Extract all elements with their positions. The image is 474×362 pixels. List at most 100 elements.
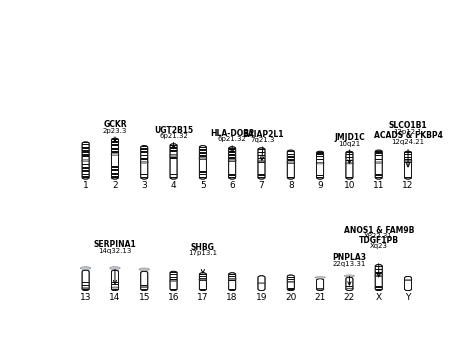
Bar xyxy=(170,145,177,146)
FancyBboxPatch shape xyxy=(170,144,177,179)
Bar xyxy=(375,162,382,163)
Bar xyxy=(112,173,118,174)
Bar xyxy=(288,177,294,178)
Text: BAIAP2L1: BAIAP2L1 xyxy=(242,130,284,139)
Ellipse shape xyxy=(199,157,207,159)
Bar xyxy=(258,155,265,156)
Bar xyxy=(82,177,89,178)
Bar xyxy=(288,279,294,280)
Text: 18: 18 xyxy=(227,293,238,302)
Bar xyxy=(112,282,118,283)
Bar xyxy=(82,144,89,145)
Bar xyxy=(112,151,118,153)
FancyBboxPatch shape xyxy=(287,275,294,291)
Ellipse shape xyxy=(374,162,383,163)
Bar xyxy=(112,148,118,150)
Ellipse shape xyxy=(199,279,207,280)
Bar xyxy=(229,157,236,159)
Bar xyxy=(405,177,411,178)
Text: TDGF1PB: TDGF1PB xyxy=(359,236,399,244)
Bar xyxy=(229,160,236,162)
Text: 9: 9 xyxy=(317,181,323,190)
Text: HLA-DOB2: HLA-DOB2 xyxy=(210,129,255,138)
Ellipse shape xyxy=(111,287,119,288)
Text: 2: 2 xyxy=(112,181,118,190)
Text: 12p12.1: 12p12.1 xyxy=(393,129,422,135)
FancyBboxPatch shape xyxy=(375,265,382,291)
Bar xyxy=(346,288,353,289)
Text: 11: 11 xyxy=(373,181,384,190)
Ellipse shape xyxy=(111,153,119,156)
Ellipse shape xyxy=(82,287,90,289)
Bar xyxy=(288,288,294,289)
Bar xyxy=(170,177,177,178)
Bar xyxy=(375,155,382,156)
Bar xyxy=(82,151,89,153)
Bar xyxy=(317,288,323,289)
Ellipse shape xyxy=(346,288,354,289)
Bar xyxy=(141,148,147,150)
Text: 22q13.31: 22q13.31 xyxy=(333,261,366,267)
Bar xyxy=(405,279,411,281)
Bar xyxy=(170,274,177,275)
Bar xyxy=(229,276,236,277)
Bar xyxy=(170,157,177,159)
Ellipse shape xyxy=(170,155,178,156)
Bar xyxy=(112,144,118,146)
Bar xyxy=(112,141,118,143)
Bar xyxy=(112,285,118,286)
Bar xyxy=(82,173,89,175)
Bar xyxy=(375,174,382,176)
Bar xyxy=(375,289,382,290)
Text: 3: 3 xyxy=(141,181,147,190)
Bar xyxy=(346,163,353,164)
Ellipse shape xyxy=(316,163,324,164)
Bar xyxy=(288,277,294,278)
Bar xyxy=(258,177,265,178)
Ellipse shape xyxy=(81,267,91,270)
Bar xyxy=(170,151,177,152)
Bar xyxy=(82,142,89,143)
Bar xyxy=(317,153,323,155)
Bar xyxy=(346,160,353,161)
Text: 21: 21 xyxy=(314,293,326,302)
Bar xyxy=(200,289,206,290)
Bar xyxy=(317,152,323,153)
Bar xyxy=(229,288,236,289)
Bar xyxy=(288,159,294,161)
Bar xyxy=(317,156,323,157)
Bar xyxy=(112,139,118,140)
Text: SERPINA1: SERPINA1 xyxy=(93,240,137,249)
FancyBboxPatch shape xyxy=(228,147,236,179)
Text: 8: 8 xyxy=(288,181,294,190)
FancyBboxPatch shape xyxy=(317,279,324,291)
Bar xyxy=(141,174,147,176)
Bar xyxy=(200,174,206,176)
Bar xyxy=(317,175,323,176)
Ellipse shape xyxy=(140,287,148,288)
Ellipse shape xyxy=(287,162,295,163)
FancyBboxPatch shape xyxy=(287,150,294,179)
Text: 7: 7 xyxy=(259,181,264,190)
FancyBboxPatch shape xyxy=(82,270,89,291)
Text: 17p13.1: 17p13.1 xyxy=(188,251,218,256)
Bar xyxy=(317,177,323,178)
Ellipse shape xyxy=(344,275,355,277)
Bar xyxy=(112,287,118,288)
Bar xyxy=(141,146,147,147)
Ellipse shape xyxy=(140,161,148,163)
Text: 12q24.21: 12q24.21 xyxy=(392,139,425,144)
FancyBboxPatch shape xyxy=(317,151,324,179)
Text: 13: 13 xyxy=(80,293,91,302)
Bar xyxy=(82,282,89,283)
Bar xyxy=(112,169,118,171)
Bar xyxy=(258,174,265,176)
Bar xyxy=(170,277,177,278)
Text: 6: 6 xyxy=(229,181,235,190)
Bar xyxy=(375,159,382,160)
Bar xyxy=(141,158,147,160)
Text: Xq23: Xq23 xyxy=(370,243,388,249)
Bar xyxy=(375,177,382,178)
Bar xyxy=(405,156,411,158)
Bar xyxy=(229,154,236,156)
